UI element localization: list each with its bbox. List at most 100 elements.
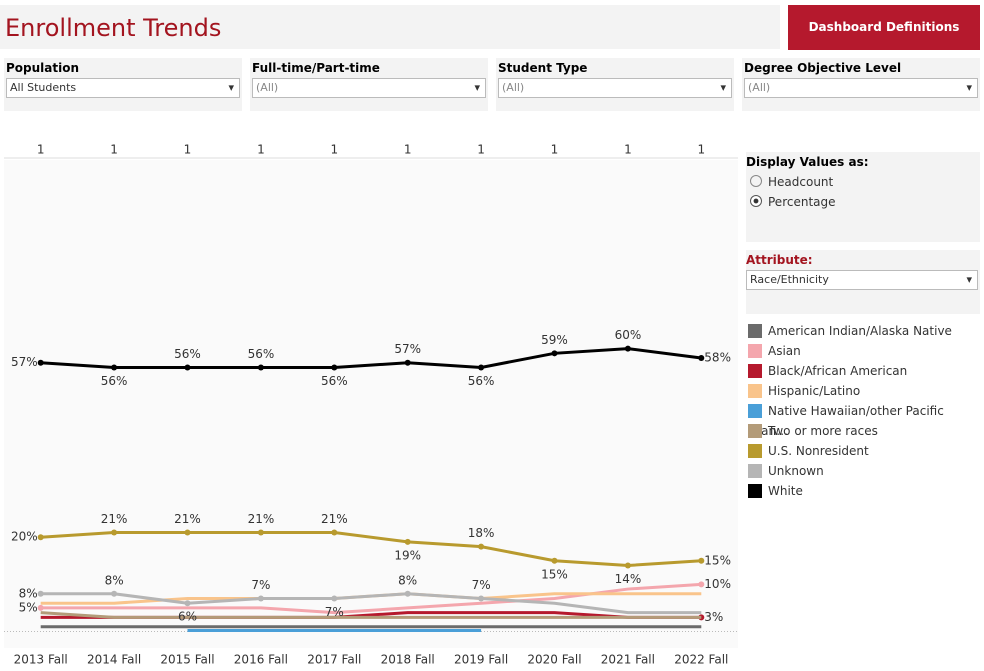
x-tick-label: 2021 Fall: [601, 653, 655, 667]
data-point: [478, 595, 485, 602]
data-point: [478, 543, 485, 550]
data-label: 15%: [541, 567, 568, 581]
legend-label: Asian: [768, 344, 801, 358]
data-label: 15%: [704, 553, 731, 567]
legend-item[interactable]: Unknown: [748, 461, 824, 481]
legend-label: American Indian/Alaska Native: [768, 324, 952, 338]
radio[interactable]: Percentage: [746, 189, 980, 209]
data-point: [184, 364, 191, 371]
data-point: [37, 534, 44, 541]
data-label: 56%: [101, 374, 128, 388]
data-label: 7%: [325, 605, 344, 619]
legend-swatch: [748, 404, 762, 418]
column-count: 1: [110, 143, 118, 157]
data-point: [184, 529, 191, 536]
panel-label: Attribute:: [746, 253, 813, 267]
data-label: 8%: [19, 586, 38, 600]
data-label: 56%: [468, 374, 495, 388]
legend-item[interactable]: Asian: [748, 341, 801, 361]
data-label: 56%: [321, 374, 348, 388]
x-tick-label: 2019 Fall: [454, 653, 508, 667]
data-point: [111, 529, 118, 536]
legend-swatch: [748, 384, 762, 398]
legend-swatch: [748, 424, 762, 438]
legend-label: U.S. Nonresident: [768, 444, 869, 458]
dropdown[interactable]: (All): [744, 78, 978, 98]
filter-label: Degree Objective Level: [744, 61, 902, 75]
data-label: 21%: [174, 512, 201, 526]
data-label: 57%: [11, 355, 38, 369]
dropdown[interactable]: (All): [252, 78, 486, 98]
chart: 2013 Fall 1 2014 Fall 1 2015 Fall 1 2016 Fall 1…: [4, 142, 738, 667]
definitions-button[interactable]: Dashboard Definitions: [788, 5, 980, 50]
legend-label: White: [768, 484, 803, 498]
data-point: [698, 581, 705, 588]
data-point: [37, 590, 44, 597]
data-label: 56%: [248, 347, 275, 361]
legend-item[interactable]: Two or more races: [748, 421, 878, 441]
x-tick-label: 2020 Fall: [527, 653, 581, 667]
legend-label: Hispanic/Latino: [768, 384, 861, 398]
data-label: 21%: [321, 512, 348, 526]
column-count: 1: [551, 143, 559, 157]
data-label: 60%: [615, 328, 642, 342]
legend-swatch: [748, 464, 762, 478]
data-point: [331, 595, 338, 602]
legend-item[interactable]: Hispanic/Latino: [748, 381, 860, 401]
radio-label: Percentage: [768, 195, 836, 209]
legend-item[interactable]: U.S. Nonresident: [748, 441, 869, 461]
data-point: [698, 355, 705, 362]
data-label: 14%: [615, 572, 642, 586]
data-point: [478, 364, 485, 371]
series-line: [40, 592, 702, 615]
legend-item[interactable]: Native Hawaiian/other Pacific Islan…: [748, 401, 984, 438]
dropdown[interactable]: Race/Ethnicity: [746, 270, 978, 290]
attribute-panel: Attribute: Race/Ethnicity: [746, 250, 980, 314]
data-label: 20%: [11, 530, 38, 544]
radio[interactable]: Headcount: [746, 169, 980, 189]
legend-label: Black/African American: [768, 364, 908, 378]
data-point: [111, 590, 118, 597]
data-point: [257, 529, 264, 536]
column-count: 1: [184, 143, 192, 157]
legend-swatch: [748, 344, 762, 358]
data-label: 59%: [541, 333, 568, 347]
data-label: 10%: [704, 577, 731, 591]
legend-item[interactable]: Black/African American: [748, 361, 907, 381]
filter: Population All Students: [4, 58, 242, 111]
data-label: 6%: [178, 610, 197, 624]
data-point: [551, 350, 558, 357]
data-point: [37, 359, 44, 366]
legend-item[interactable]: White: [748, 481, 803, 501]
legend-swatch: [748, 364, 762, 378]
x-tick-label: 2022 Fall: [674, 653, 728, 667]
dropdown[interactable]: (All): [498, 78, 732, 98]
column-count: 1: [257, 143, 265, 157]
data-point: [37, 604, 44, 611]
x-tick-label: 2015 Fall: [160, 653, 214, 667]
legend-swatch: [748, 444, 762, 458]
data-point: [111, 364, 118, 371]
series-line: [40, 611, 702, 619]
column-count: 1: [697, 143, 705, 157]
data-label: 58%: [704, 351, 731, 365]
series-line: [40, 530, 702, 567]
radio-label: Headcount: [768, 175, 834, 189]
data-point: [257, 595, 264, 602]
data-point: [624, 562, 631, 569]
data-point: [257, 364, 264, 371]
data-label: 19%: [394, 548, 421, 562]
legend-item[interactable]: American Indian/Alaska Native: [748, 321, 952, 341]
data-label: 7%: [251, 578, 270, 592]
x-tick-label: 2017 Fall: [307, 653, 361, 667]
data-point: [404, 590, 411, 597]
data-label: 7%: [472, 578, 491, 592]
display-panel: Display Values as: Headcount Percentage: [746, 152, 980, 242]
legend-label: Unknown: [768, 464, 824, 478]
filter: Student Type (All): [496, 58, 734, 111]
dropdown[interactable]: All Students: [6, 78, 240, 98]
data-label: 5%: [19, 600, 38, 614]
data-label: 8%: [105, 573, 124, 587]
filter-label: Population: [6, 61, 80, 75]
